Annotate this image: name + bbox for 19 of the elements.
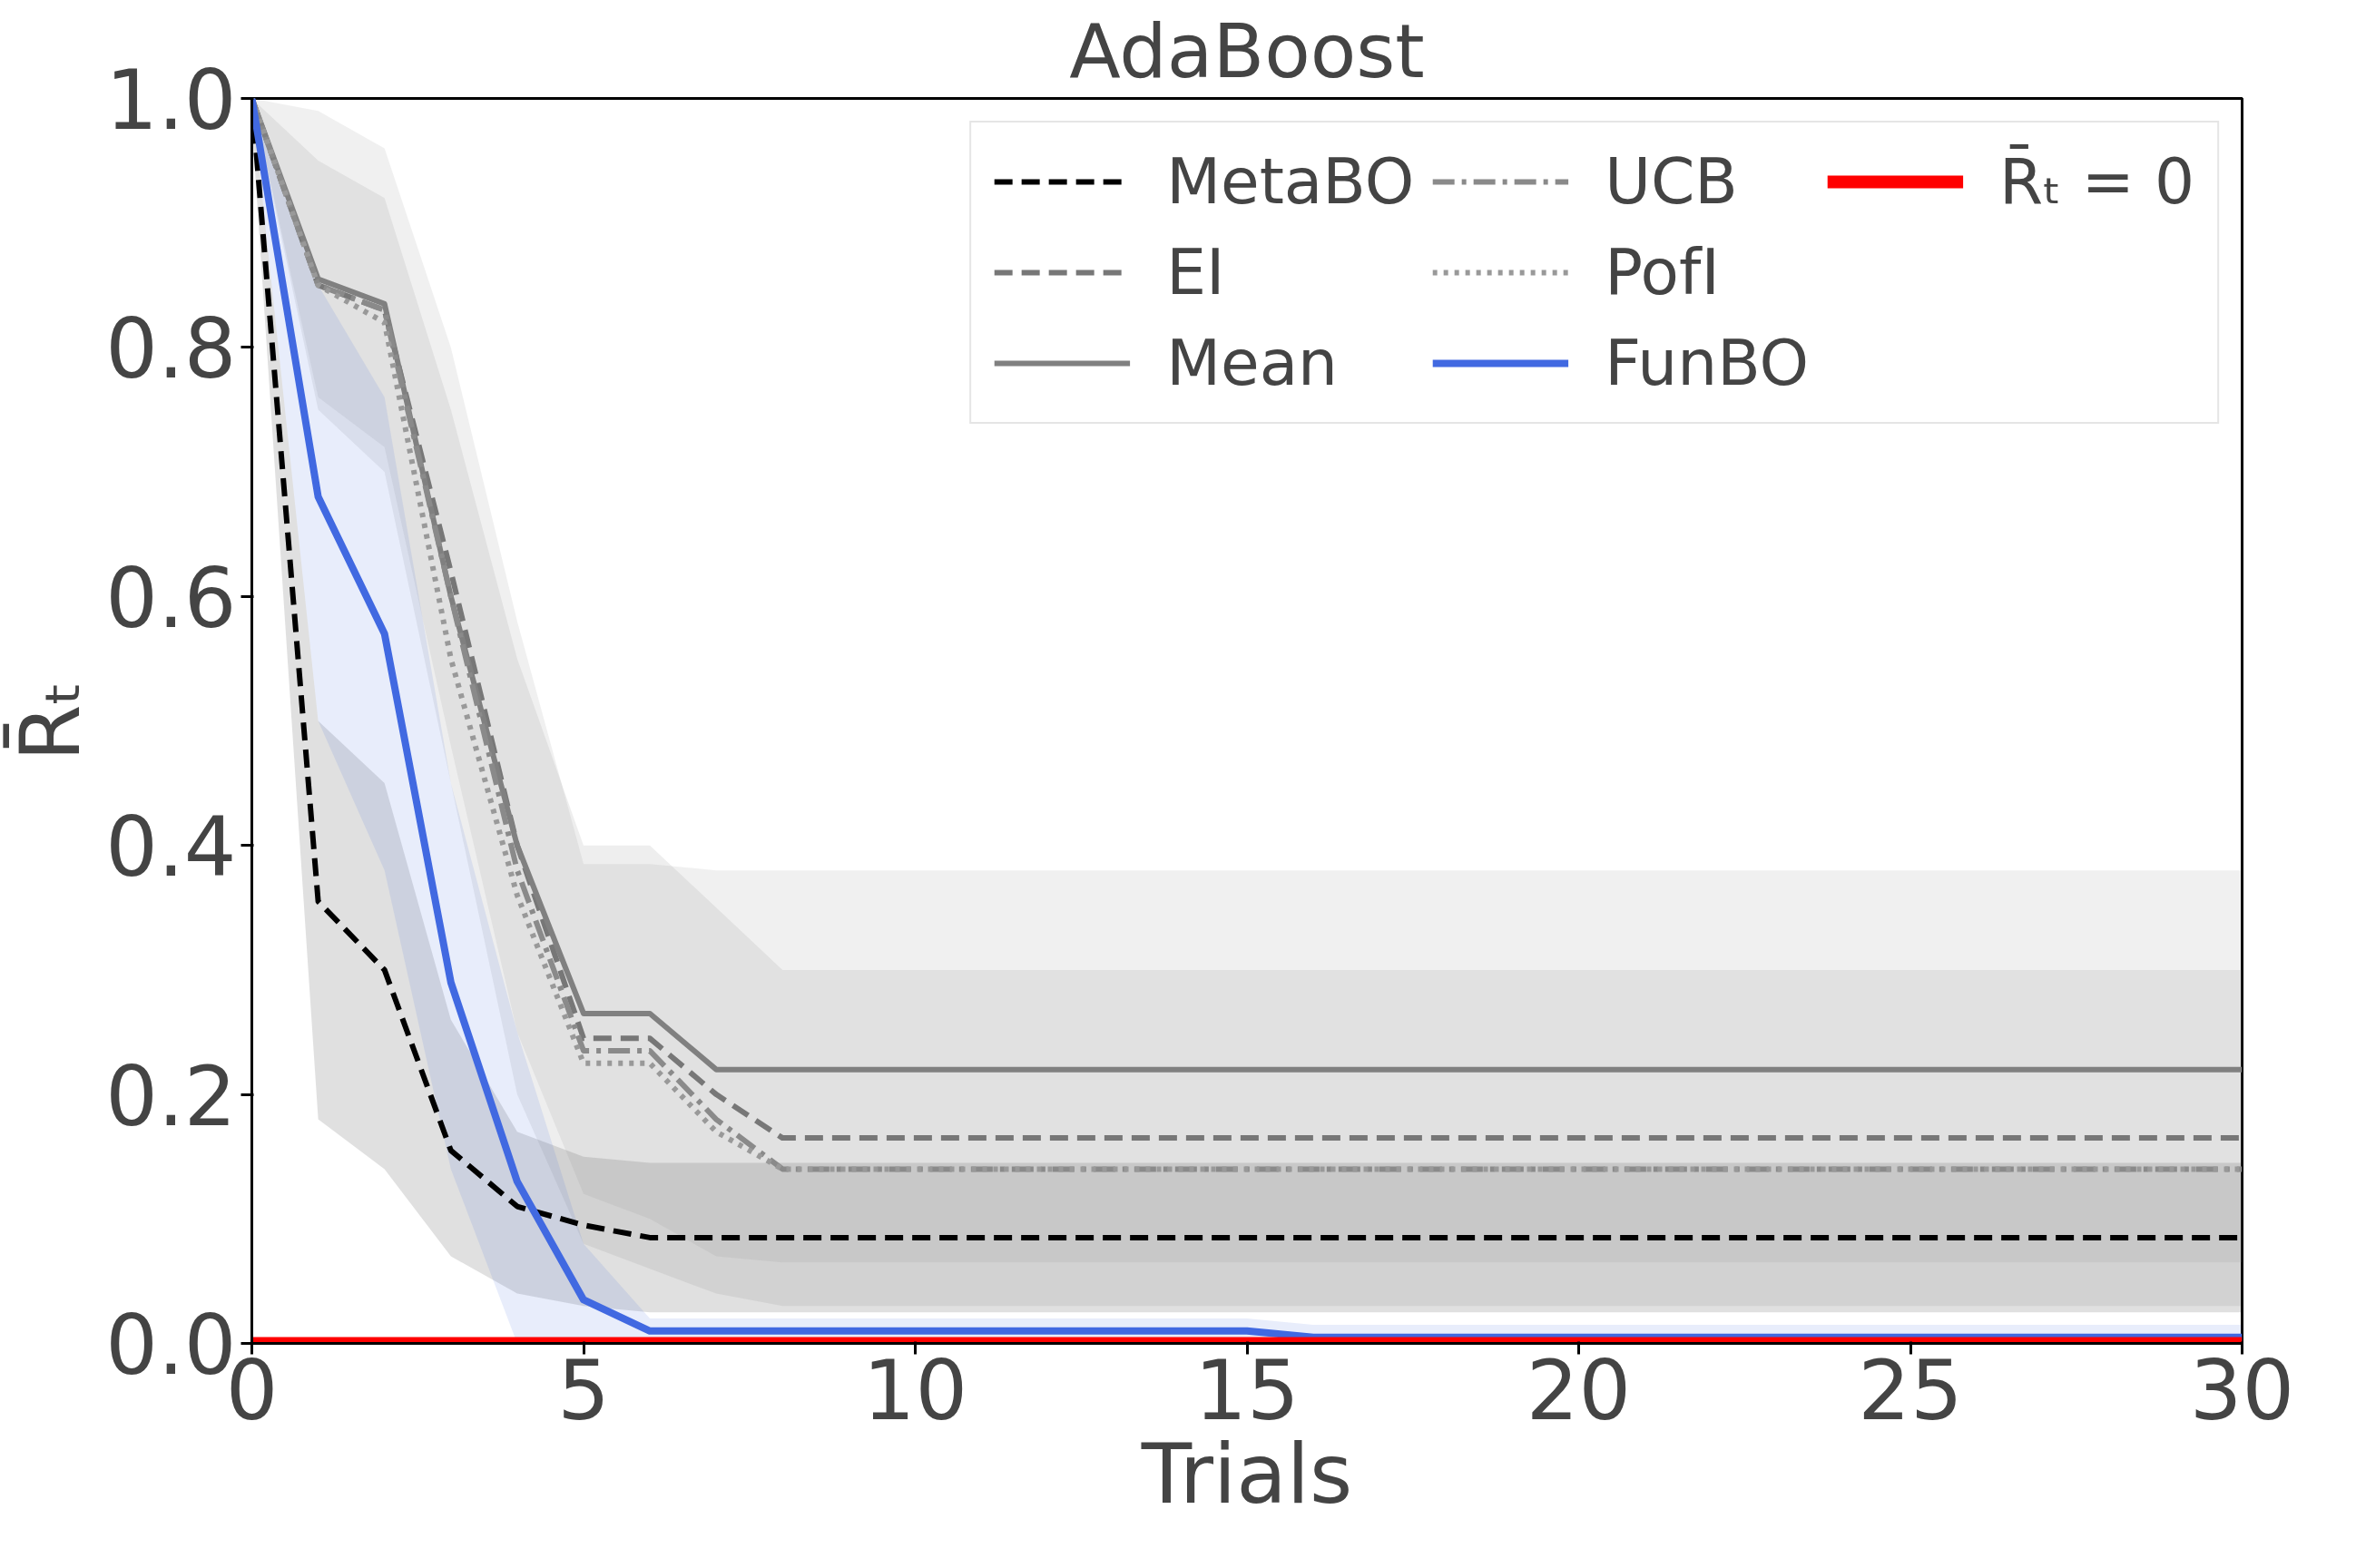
x-tick-label: 25 (1858, 1342, 1963, 1438)
y-tick-label: 0.6 (105, 550, 237, 646)
chart-title: AdaBoost (1069, 6, 1425, 94)
x-tick-label: 10 (862, 1342, 968, 1438)
legend-label: PofI (1605, 236, 1720, 309)
legend-label: MetaBO (1166, 145, 1415, 218)
legend-label: R̄ₜ = 0 (1999, 145, 2194, 218)
y-axis-title: R̄ₜ (2, 680, 99, 762)
x-tick-label: 20 (1526, 1342, 1632, 1438)
y-tick-label: 0.4 (105, 799, 237, 896)
y-tick-label: 1.0 (105, 53, 237, 148)
y-tick-label: 0.8 (105, 301, 237, 397)
y-tick-label: 0.2 (105, 1048, 237, 1144)
legend-label: Mean (1166, 327, 1339, 399)
legend-label: UCB (1605, 145, 1738, 218)
x-tick-label: 30 (2189, 1342, 2295, 1438)
x-tick-label: 5 (557, 1342, 610, 1438)
legend-label: EI (1166, 236, 1225, 309)
legend-label: FunBO (1605, 327, 1810, 399)
